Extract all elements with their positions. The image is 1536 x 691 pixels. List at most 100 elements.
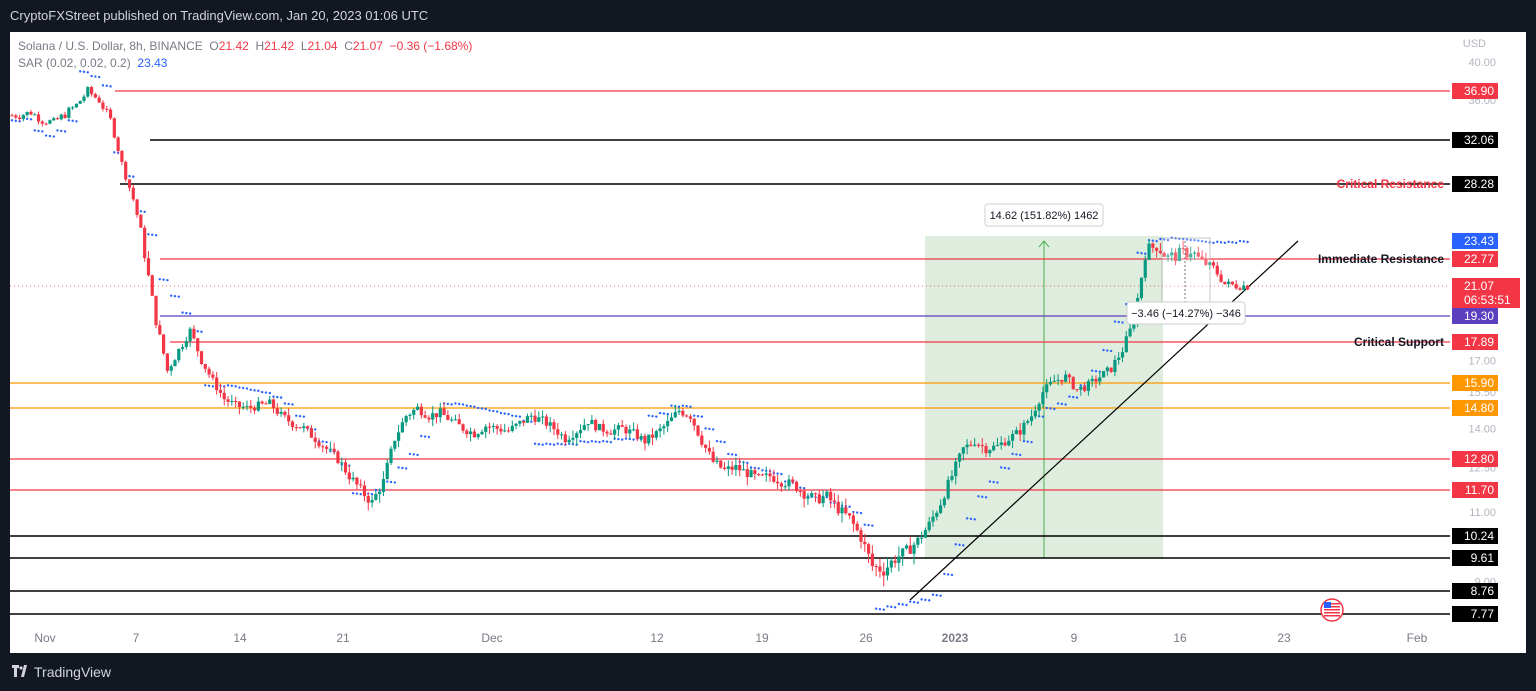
candle-body[interactable]	[52, 118, 56, 121]
candle-body[interactable]	[533, 415, 537, 422]
candle-body[interactable]	[813, 493, 818, 495]
candle-body[interactable]	[711, 451, 715, 462]
candle-body[interactable]	[495, 426, 499, 429]
footer-brand[interactable]: TradingView	[34, 664, 112, 680]
candle-body[interactable]	[863, 541, 867, 545]
candle-body[interactable]	[772, 476, 776, 482]
candle-body[interactable]	[404, 415, 408, 423]
candle-body[interactable]	[1098, 377, 1102, 382]
candle-body[interactable]	[1139, 277, 1144, 299]
candle-body[interactable]	[624, 426, 628, 434]
candle-body[interactable]	[829, 491, 833, 501]
candle-body[interactable]	[992, 445, 996, 451]
candle-body[interactable]	[1120, 352, 1125, 358]
candle-body[interactable]	[734, 464, 738, 470]
candle-body[interactable]	[745, 469, 749, 478]
candle-body[interactable]	[25, 111, 29, 116]
candle-body[interactable]	[321, 446, 325, 448]
candle-body[interactable]	[1041, 392, 1045, 404]
candle-body[interactable]	[14, 115, 18, 118]
candle-body[interactable]	[942, 498, 946, 506]
candle-body[interactable]	[309, 428, 314, 438]
candle-body[interactable]	[446, 415, 450, 420]
candle-body[interactable]	[510, 425, 514, 431]
candle-body[interactable]	[33, 114, 37, 116]
candle-body[interactable]	[1010, 433, 1015, 441]
candle-body[interactable]	[1101, 371, 1106, 378]
candle-body[interactable]	[779, 483, 783, 487]
candle-body[interactable]	[567, 439, 571, 443]
candle-body[interactable]	[1219, 274, 1223, 282]
candle-body[interactable]	[150, 275, 154, 296]
candle-body[interactable]	[1173, 252, 1178, 262]
candle-body[interactable]	[476, 434, 480, 438]
candle-body[interactable]	[518, 420, 522, 424]
candle-body[interactable]	[480, 431, 484, 435]
candle-body[interactable]	[457, 419, 461, 425]
candle-body[interactable]	[71, 107, 75, 109]
candle-body[interactable]	[1094, 378, 1098, 382]
candle-body[interactable]	[563, 434, 567, 443]
candle-body[interactable]	[821, 496, 825, 504]
candle-body[interactable]	[677, 410, 681, 413]
candle-body[interactable]	[571, 437, 575, 440]
candle-body[interactable]	[586, 424, 590, 426]
candle-body[interactable]	[29, 111, 33, 115]
candle-body[interactable]	[722, 467, 727, 469]
candle-body[interactable]	[487, 426, 492, 428]
candle-body[interactable]	[544, 416, 549, 426]
candle-body[interactable]	[541, 416, 545, 418]
candle-body[interactable]	[912, 544, 916, 554]
candle-body[interactable]	[688, 416, 693, 419]
candle-body[interactable]	[798, 490, 802, 492]
candle-body[interactable]	[252, 407, 257, 411]
candle-body[interactable]	[946, 479, 950, 499]
candle-body[interactable]	[1052, 380, 1056, 382]
candle-body[interactable]	[616, 425, 621, 430]
candle-body[interactable]	[347, 472, 351, 480]
candle-body[interactable]	[17, 117, 22, 119]
candle-body[interactable]	[343, 462, 348, 473]
candle-body[interactable]	[230, 401, 234, 403]
candle-body[interactable]	[995, 444, 1000, 446]
candle-body[interactable]	[760, 474, 765, 476]
candle-body[interactable]	[472, 431, 476, 438]
candle-body[interactable]	[412, 409, 416, 415]
candle-body[interactable]	[279, 411, 283, 414]
candle-body[interactable]	[381, 479, 386, 492]
candle-body[interactable]	[935, 512, 939, 517]
candle-body[interactable]	[317, 441, 321, 447]
candle-body[interactable]	[874, 566, 878, 568]
candle-body[interactable]	[169, 366, 173, 371]
candle-body[interactable]	[1064, 374, 1068, 382]
candle-body[interactable]	[351, 477, 355, 480]
candle-body[interactable]	[658, 428, 662, 432]
candle-body[interactable]	[613, 429, 617, 435]
candle-body[interactable]	[666, 421, 670, 427]
candle-body[interactable]	[1227, 281, 1231, 285]
candle-body[interactable]	[957, 453, 962, 462]
candle-body[interactable]	[673, 412, 677, 418]
candle-body[interactable]	[275, 408, 279, 414]
candle-body[interactable]	[556, 429, 560, 435]
candle-body[interactable]	[442, 408, 446, 416]
candle-body[interactable]	[650, 434, 655, 438]
candle-body[interactable]	[389, 448, 393, 463]
candle-body[interactable]	[469, 431, 473, 435]
candle-body[interactable]	[203, 363, 207, 369]
candle-body[interactable]	[1083, 386, 1087, 391]
candle-body[interactable]	[817, 494, 821, 504]
candle-body[interactable]	[931, 516, 935, 522]
candle-body[interactable]	[450, 419, 454, 421]
candle-body[interactable]	[522, 420, 526, 423]
candle-body[interactable]	[264, 403, 268, 405]
candle-body[interactable]	[791, 479, 795, 482]
candle-body[interactable]	[594, 420, 598, 431]
candle-body[interactable]	[609, 433, 613, 435]
candle-body[interactable]	[973, 444, 977, 446]
candle-body[interactable]	[635, 429, 639, 439]
candle-body[interactable]	[988, 450, 992, 454]
candle-body[interactable]	[1086, 381, 1090, 391]
candle-body[interactable]	[249, 405, 253, 408]
candle-body[interactable]	[866, 544, 871, 554]
